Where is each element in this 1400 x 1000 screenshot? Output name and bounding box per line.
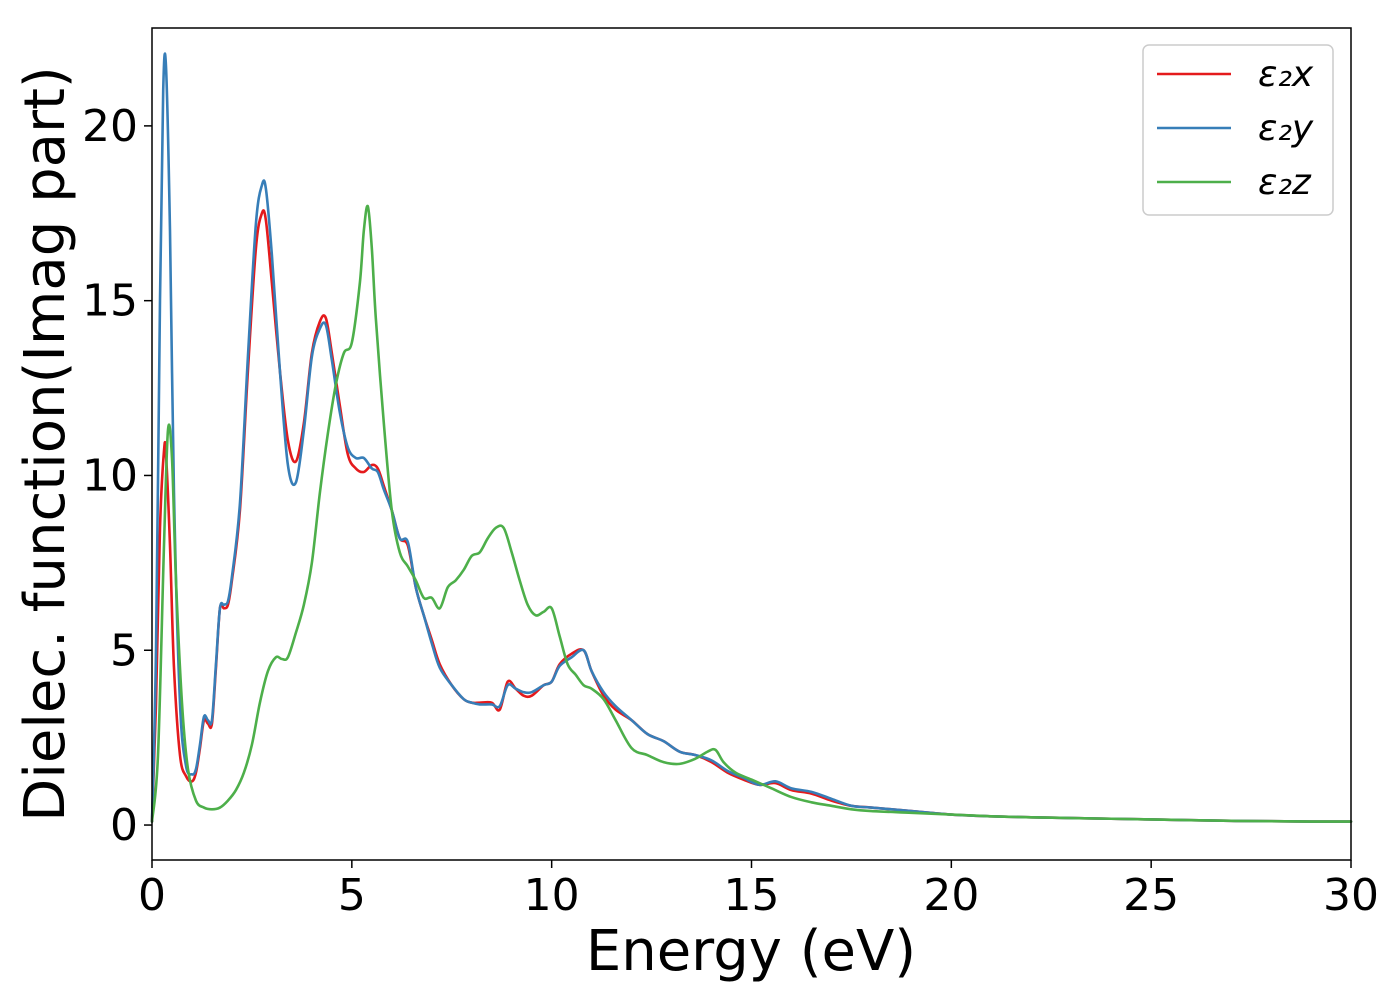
y-tick-label: 0 <box>110 800 138 851</box>
x-tick-label: 15 <box>724 870 780 921</box>
x-tick-label: 0 <box>138 870 166 921</box>
y-axis-ticks: 0 5 10 15 20 <box>82 101 152 851</box>
x-tick-label: 25 <box>1123 870 1179 921</box>
y-tick-label: 5 <box>110 625 138 676</box>
y-tick-label: 15 <box>82 276 138 327</box>
series-line-1 <box>150 209 1353 823</box>
legend-label-2: ε₂y <box>1258 108 1314 149</box>
x-axis-ticks: 0 5 10 15 20 25 30 <box>138 860 1379 921</box>
series-line-3 <box>150 204 1353 823</box>
y-axis-title: Dielec. function(Imag part) <box>13 66 78 822</box>
x-tick-label: 20 <box>923 870 979 921</box>
legend-box <box>1142 44 1334 216</box>
series-line-2 <box>150 52 1353 823</box>
x-axis-title: Energy (eV) <box>586 919 916 984</box>
x-tick-label: 5 <box>338 870 366 921</box>
x-tick-label: 10 <box>524 870 580 921</box>
y-tick-label: 10 <box>82 450 138 501</box>
legend-label-3: ε₂z <box>1258 162 1312 203</box>
legend-label-1: ε₂x <box>1258 54 1314 95</box>
y-tick-label: 20 <box>82 101 138 152</box>
legend: ε₂x ε₂y ε₂z <box>1142 44 1334 216</box>
series-layer <box>150 52 1353 823</box>
x-tick-label: 30 <box>1323 870 1379 921</box>
